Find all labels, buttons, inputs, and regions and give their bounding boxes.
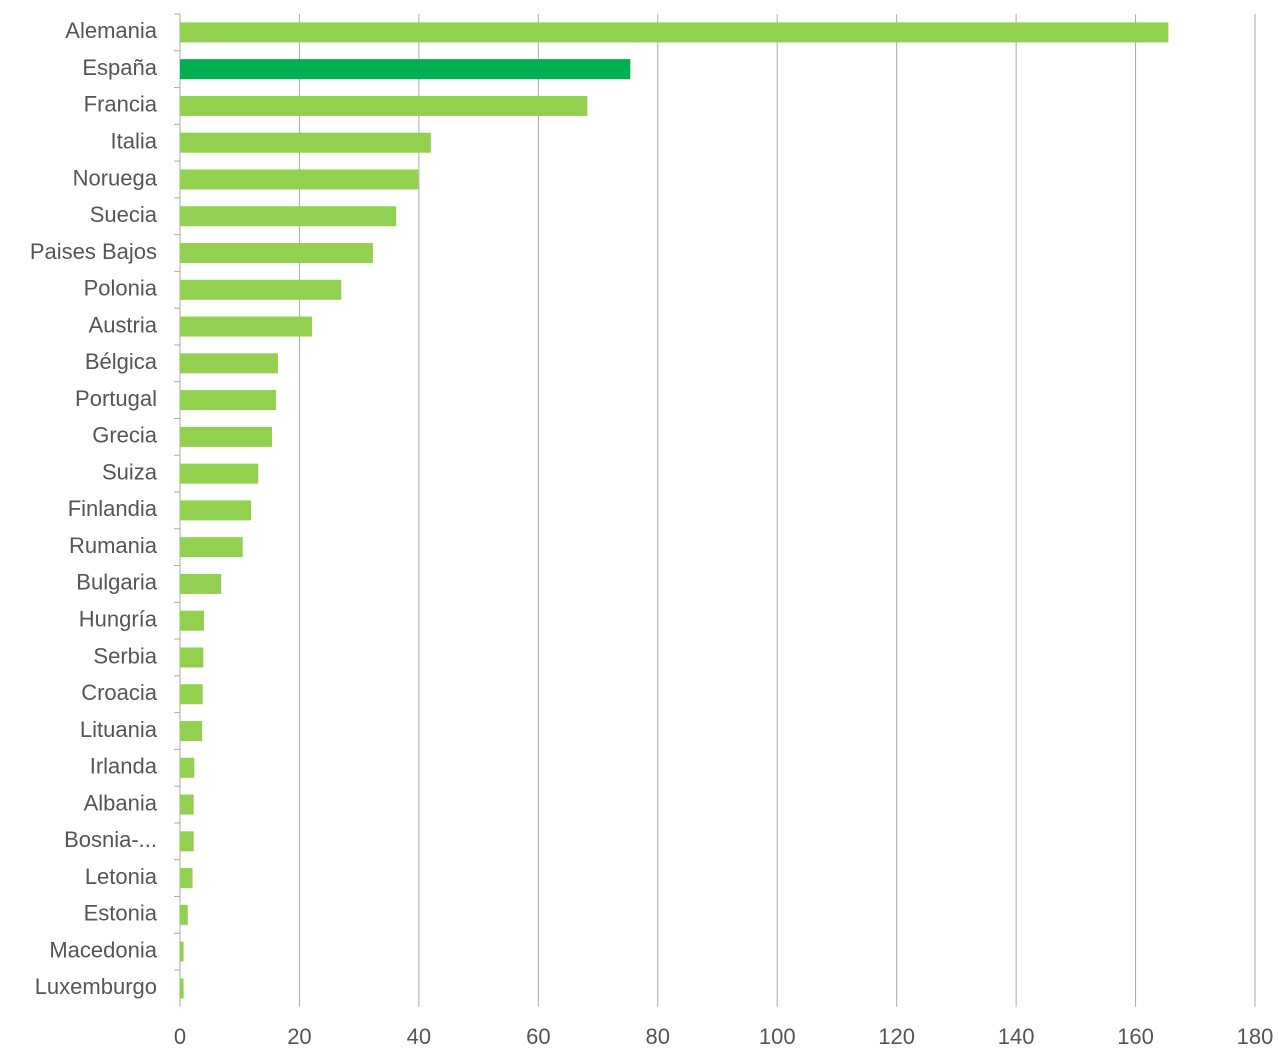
y-tick-label: Suiza — [102, 459, 158, 484]
bar — [180, 684, 203, 705]
y-tick-label: Lituania — [80, 717, 158, 742]
bar — [180, 390, 277, 411]
y-tick-label: Letonia — [85, 864, 158, 889]
y-tick-label: Bosnia-... — [64, 827, 157, 852]
bar — [180, 868, 193, 889]
y-tick-label: Luxemburgo — [35, 974, 157, 999]
bar — [180, 500, 252, 521]
y-tick-label: Serbia — [93, 643, 157, 668]
y-tick-label: Polonia — [84, 276, 158, 301]
x-tick-label: 60 — [526, 1024, 550, 1049]
y-tick-label: Paises Bajos — [30, 239, 157, 264]
bar — [180, 426, 272, 447]
bar — [180, 647, 204, 668]
bar — [180, 316, 312, 337]
y-tick-label: Portugal — [75, 386, 157, 411]
y-tick-label: Noruega — [73, 165, 158, 190]
bar — [180, 831, 194, 852]
bar — [180, 537, 243, 558]
x-tick-label: 80 — [646, 1024, 670, 1049]
y-tick-label: Bulgaria — [76, 570, 157, 595]
y-tick-label: Bélgica — [85, 349, 158, 374]
y-tick-label: Macedonia — [49, 937, 157, 962]
x-tick-label: 0 — [174, 1024, 186, 1049]
bar — [180, 59, 631, 80]
y-tick-label: España — [82, 55, 157, 80]
y-tick-label: Suecia — [90, 202, 158, 227]
bar — [180, 941, 184, 962]
x-tick-label: 20 — [287, 1024, 311, 1049]
y-tick-label: Italia — [111, 129, 158, 154]
bar — [180, 463, 259, 484]
y-tick-label: Irlanda — [90, 754, 158, 779]
bar — [180, 95, 588, 116]
x-tick-label: 160 — [1117, 1024, 1154, 1049]
bar — [180, 353, 278, 374]
bar — [180, 573, 222, 594]
x-tick-label: 180 — [1237, 1024, 1274, 1049]
y-tick-label: Finlandia — [68, 496, 158, 521]
bar — [180, 978, 184, 999]
y-tick-label: Croacia — [81, 680, 158, 705]
bar — [180, 132, 431, 153]
bar — [180, 904, 188, 925]
bar — [180, 169, 419, 190]
x-tick-label: 140 — [998, 1024, 1035, 1049]
x-tick-label: 100 — [759, 1024, 796, 1049]
y-tick-label: Francia — [84, 92, 158, 117]
y-tick-label: Albania — [84, 790, 158, 815]
y-tick-label: Alemania — [65, 18, 157, 43]
y-tick-label: Rumania — [69, 533, 158, 558]
bar — [180, 243, 373, 264]
y-tick-label: Austria — [89, 312, 158, 337]
bar — [180, 22, 1169, 43]
bar — [180, 610, 204, 631]
y-tick-label: Grecia — [92, 423, 158, 448]
x-tick-label: 40 — [407, 1024, 431, 1049]
bar — [180, 206, 397, 227]
x-tick-label: 120 — [878, 1024, 915, 1049]
bar — [180, 721, 203, 742]
y-tick-label: Hungría — [79, 607, 158, 632]
y-tick-label: Estonia — [84, 901, 158, 926]
bar — [180, 279, 342, 300]
bar — [180, 794, 194, 815]
bar — [180, 757, 195, 778]
